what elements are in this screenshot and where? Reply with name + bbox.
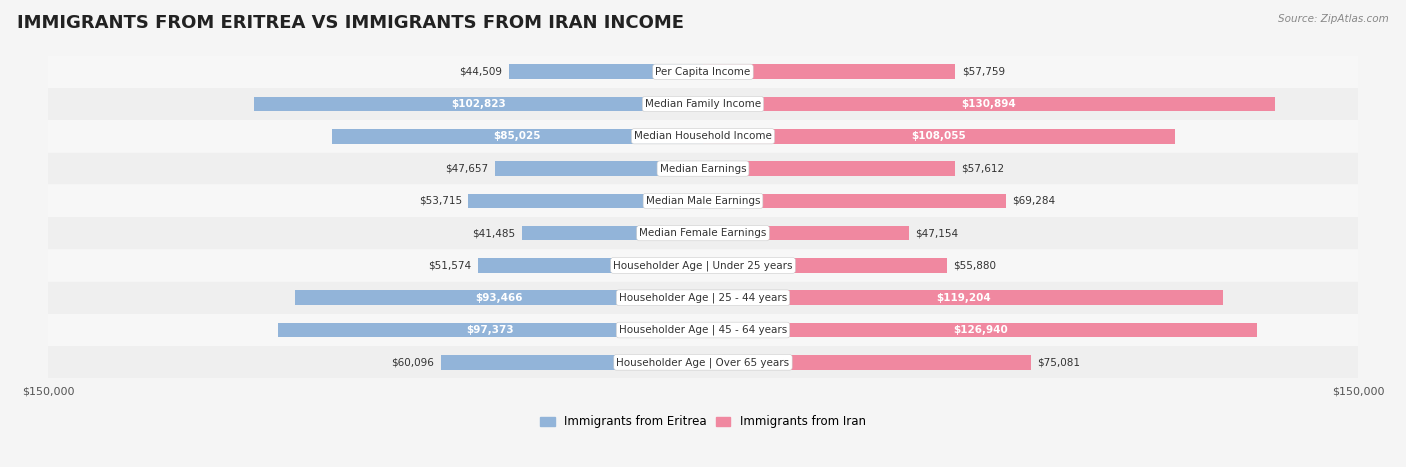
Bar bbox=[509, 64, 703, 79]
Bar bbox=[48, 56, 1358, 87]
Bar bbox=[703, 355, 1031, 369]
Text: $55,880: $55,880 bbox=[953, 261, 997, 270]
Bar bbox=[48, 314, 1358, 346]
Bar bbox=[703, 258, 948, 273]
Bar bbox=[48, 347, 1358, 378]
Text: $53,715: $53,715 bbox=[419, 196, 463, 206]
Bar bbox=[48, 282, 1358, 313]
Bar bbox=[703, 290, 1223, 305]
Bar bbox=[48, 185, 1358, 217]
Bar bbox=[295, 290, 703, 305]
Text: $108,055: $108,055 bbox=[911, 131, 966, 142]
Bar bbox=[332, 129, 703, 143]
Text: $41,485: $41,485 bbox=[472, 228, 516, 238]
Bar bbox=[522, 226, 703, 241]
Text: Source: ZipAtlas.com: Source: ZipAtlas.com bbox=[1278, 14, 1389, 24]
Text: $119,204: $119,204 bbox=[936, 293, 991, 303]
Bar bbox=[278, 323, 703, 337]
Text: $75,081: $75,081 bbox=[1038, 357, 1080, 368]
Text: Householder Age | Over 65 years: Householder Age | Over 65 years bbox=[616, 357, 790, 368]
Text: $130,894: $130,894 bbox=[962, 99, 1017, 109]
Bar bbox=[48, 120, 1358, 152]
Text: Median Male Earnings: Median Male Earnings bbox=[645, 196, 761, 206]
Text: $93,466: $93,466 bbox=[475, 293, 523, 303]
Bar bbox=[703, 226, 908, 241]
Text: $47,154: $47,154 bbox=[915, 228, 959, 238]
Text: $57,759: $57,759 bbox=[962, 67, 1005, 77]
Text: $44,509: $44,509 bbox=[460, 67, 502, 77]
Bar bbox=[468, 194, 703, 208]
Bar bbox=[703, 64, 955, 79]
Text: Median Family Income: Median Family Income bbox=[645, 99, 761, 109]
Bar bbox=[48, 88, 1358, 120]
Text: Per Capita Income: Per Capita Income bbox=[655, 67, 751, 77]
Text: $57,612: $57,612 bbox=[962, 163, 1004, 174]
Text: $126,940: $126,940 bbox=[953, 325, 1008, 335]
Bar bbox=[703, 129, 1175, 143]
Bar bbox=[703, 161, 955, 176]
Text: IMMIGRANTS FROM ERITREA VS IMMIGRANTS FROM IRAN INCOME: IMMIGRANTS FROM ERITREA VS IMMIGRANTS FR… bbox=[17, 14, 683, 32]
Text: $97,373: $97,373 bbox=[467, 325, 515, 335]
Text: Householder Age | 25 - 44 years: Householder Age | 25 - 44 years bbox=[619, 292, 787, 303]
Text: $51,574: $51,574 bbox=[429, 261, 471, 270]
Bar bbox=[703, 97, 1274, 111]
Bar bbox=[48, 153, 1358, 184]
Text: $102,823: $102,823 bbox=[451, 99, 506, 109]
Text: $85,025: $85,025 bbox=[494, 131, 541, 142]
Text: $69,284: $69,284 bbox=[1012, 196, 1054, 206]
Legend: Immigrants from Eritrea, Immigrants from Iran: Immigrants from Eritrea, Immigrants from… bbox=[540, 416, 866, 429]
Text: Householder Age | Under 25 years: Householder Age | Under 25 years bbox=[613, 260, 793, 271]
Bar bbox=[440, 355, 703, 369]
Bar bbox=[48, 217, 1358, 249]
Bar bbox=[48, 250, 1358, 281]
Text: Median Earnings: Median Earnings bbox=[659, 163, 747, 174]
Bar bbox=[478, 258, 703, 273]
Text: Median Household Income: Median Household Income bbox=[634, 131, 772, 142]
Bar bbox=[703, 323, 1257, 337]
Text: $47,657: $47,657 bbox=[446, 163, 488, 174]
Bar bbox=[703, 194, 1005, 208]
Text: $60,096: $60,096 bbox=[391, 357, 434, 368]
Text: Householder Age | 45 - 64 years: Householder Age | 45 - 64 years bbox=[619, 325, 787, 335]
Bar bbox=[495, 161, 703, 176]
Bar bbox=[254, 97, 703, 111]
Text: Median Female Earnings: Median Female Earnings bbox=[640, 228, 766, 238]
